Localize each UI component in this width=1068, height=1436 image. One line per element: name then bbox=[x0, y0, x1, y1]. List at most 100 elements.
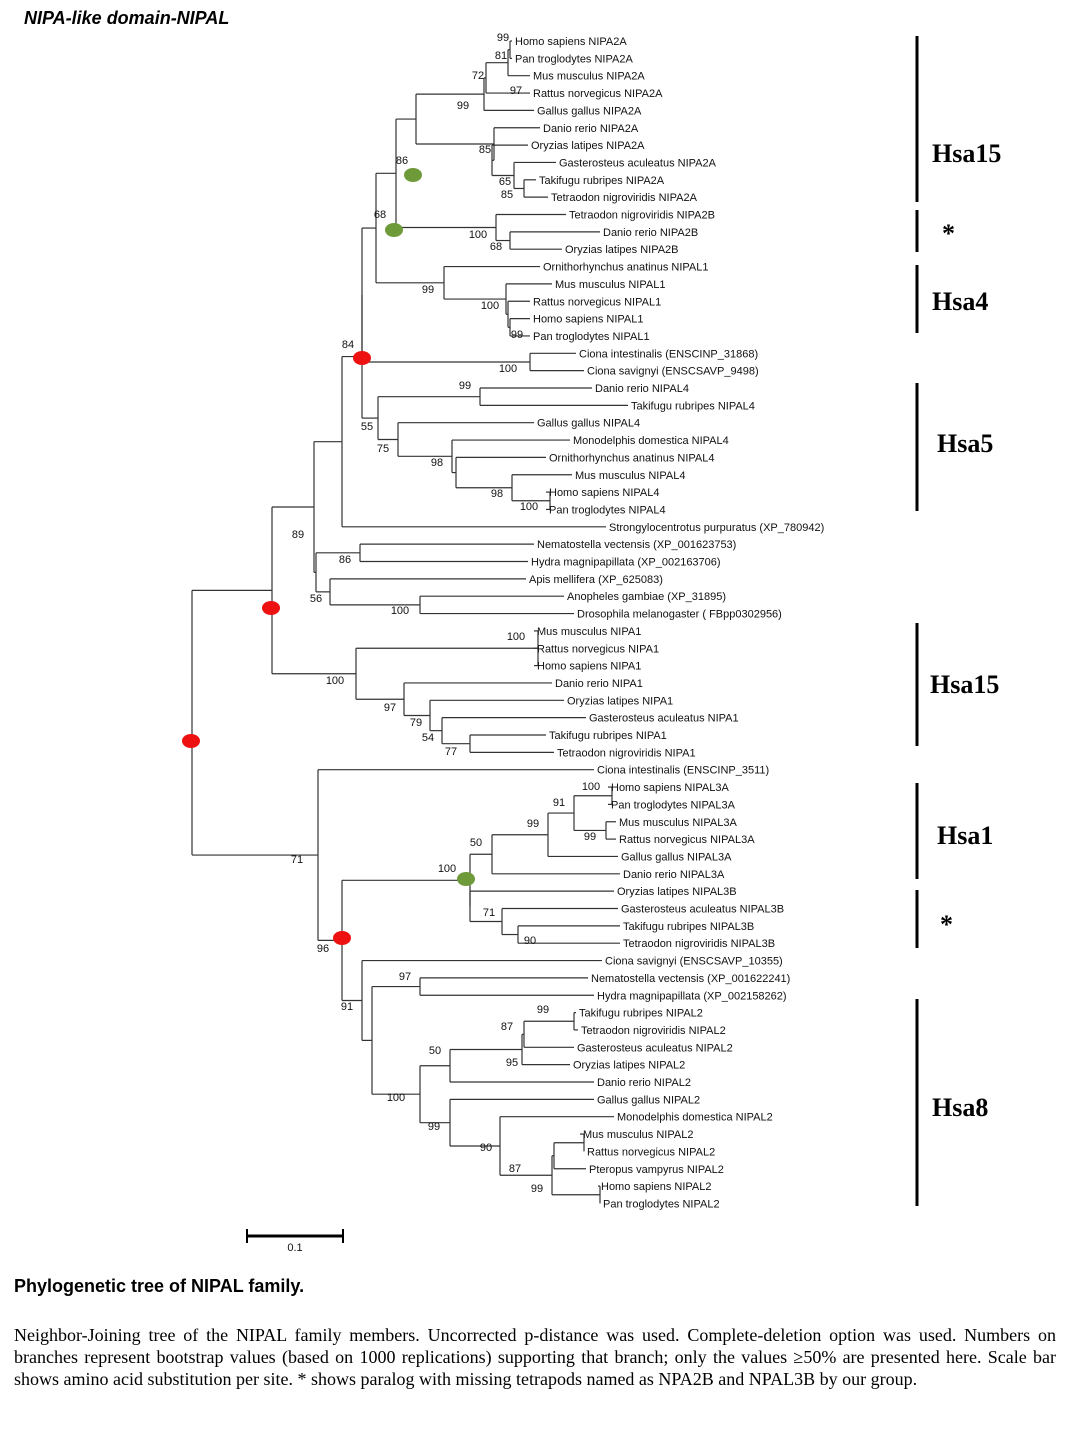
bootstrap-value: 100 bbox=[481, 300, 499, 312]
leaf-label: Nematostella vectensis (XP_001623753) bbox=[537, 539, 736, 551]
leaf-label: Pan troglodytes NIPAL3A bbox=[611, 799, 736, 811]
leaf-label: Tetraodon nigroviridis NIPA1 bbox=[557, 747, 696, 759]
bootstrap-value: 55 bbox=[361, 421, 373, 433]
bootstrap-value: 100 bbox=[469, 229, 487, 241]
bootstrap-value: 98 bbox=[491, 488, 503, 500]
bootstrap-value: 65 bbox=[499, 176, 511, 188]
bootstrap-value: 99 bbox=[584, 831, 596, 843]
bootstrap-value: 99 bbox=[497, 32, 509, 44]
bootstrap-value: 77 bbox=[445, 746, 457, 758]
phylogenetic-tree: Homo sapiens NIPA2A Pan troglodytes NIPA2… bbox=[182, 32, 1001, 1254]
bootstrap-value: 84 bbox=[342, 339, 354, 351]
node-markers bbox=[182, 168, 475, 945]
leaf-label: Pan troglodytes NIPAL1 bbox=[533, 331, 650, 343]
red-node-marker bbox=[333, 931, 351, 945]
leaf-label: Tetraodon nigroviridis NIPA2A bbox=[551, 192, 698, 204]
bootstrap-value: 56 bbox=[310, 593, 322, 605]
bootstrap-value: 68 bbox=[374, 209, 386, 221]
leaf-label: Tetraodon nigroviridis NIPA2B bbox=[569, 210, 715, 222]
group-label: * bbox=[942, 219, 955, 248]
leaf-label: Oryzias latipes NIPA2A bbox=[531, 140, 645, 152]
leaf-label: Rattus norvegicus NIPA2A bbox=[533, 88, 663, 100]
bootstrap-value: 75 bbox=[377, 443, 389, 455]
leaf-label: Homo sapiens NIPAL3A bbox=[611, 782, 729, 794]
leaf-label: Gallus gallus NIPA2A bbox=[537, 105, 642, 117]
group-label: Hsa5 bbox=[937, 429, 993, 458]
leaf-label: Hydra magnipapillata (XP_002158262) bbox=[597, 990, 787, 1002]
bootstrap-value: 86 bbox=[339, 554, 351, 566]
leaf-label: Monodelphis domestica NIPAL2 bbox=[617, 1112, 773, 1124]
leaf-label: Oryzias latipes NIPAL3B bbox=[617, 886, 737, 898]
bootstrap-value: 100 bbox=[499, 363, 517, 375]
leaf-label: Pan troglodytes NIPAL4 bbox=[549, 504, 666, 516]
bootstrap-value: 99 bbox=[457, 100, 469, 112]
leaf-label: Pan troglodytes NIPA2A bbox=[515, 53, 633, 65]
figure-title: NIPA-like domain-NIPAL bbox=[24, 8, 230, 28]
leaf-label: Ciona savignyi (ENSCSAVP_9498) bbox=[587, 366, 759, 378]
bootstrap-value: 99 bbox=[531, 1183, 543, 1195]
bootstrap-value: 97 bbox=[384, 702, 396, 714]
leaf-label: Danio rerio NIPA2A bbox=[543, 123, 639, 135]
leaf-label: Ornithorhynchus anatinus NIPAL1 bbox=[543, 262, 709, 274]
scale-bar: 0.1 bbox=[246, 1229, 344, 1254]
bootstrap-value: 100 bbox=[387, 1092, 405, 1104]
bootstrap-value: 50 bbox=[470, 837, 482, 849]
bootstrap-value: 100 bbox=[326, 675, 344, 687]
leaf-label: Takifugu rubripes NIPA2A bbox=[539, 175, 665, 187]
bootstrap-value: 54 bbox=[422, 732, 434, 744]
leaf-label: Rattus norvegicus NIPAL3A bbox=[619, 834, 755, 846]
bootstrap-value: 91 bbox=[341, 1001, 353, 1013]
leaf-label: Drosophila melanogaster ( FBpp0302956) bbox=[577, 609, 782, 621]
red-node-marker bbox=[353, 351, 371, 365]
leaf-label: Gasterosteus aculeatus NIPAL3B bbox=[621, 904, 784, 916]
green-node-marker bbox=[404, 168, 422, 182]
leaf-label: Takifugu rubripes NIPAL3B bbox=[623, 921, 754, 933]
bootstrap-value: 71 bbox=[291, 854, 303, 866]
bootstrap-value: 85 bbox=[479, 144, 491, 156]
leaf-label: Rattus norvegicus NIPAL2 bbox=[587, 1146, 715, 1158]
leaf-label: Gallus gallus NIPAL4 bbox=[537, 418, 640, 430]
bootstrap-value: 100 bbox=[582, 781, 600, 793]
leaf-label: Oryzias latipes NIPA1 bbox=[567, 695, 673, 707]
caption-text: Neighbor-Joining tree of the NIPAL famil… bbox=[14, 1325, 1056, 1389]
bootstrap-value: 100 bbox=[507, 631, 525, 643]
bootstrap-value: 71 bbox=[483, 907, 495, 919]
leaf-label: Hydra magnipapillata (XP_002163706) bbox=[531, 557, 721, 569]
tree-branches bbox=[191, 40, 628, 1204]
red-node-marker bbox=[262, 601, 280, 615]
leaf-label: Danio rerio NIPAL3A bbox=[623, 869, 725, 881]
leaf-label: Pteropus vampyrus NIPAL2 bbox=[589, 1164, 724, 1176]
bootstrap-value: 96 bbox=[317, 943, 329, 955]
bootstrap-value: 89 bbox=[292, 529, 304, 541]
bootstrap-value: 99 bbox=[422, 284, 434, 296]
leaf-label: Ornithorhynchus anatinus NIPAL4 bbox=[549, 452, 715, 464]
leaf-label: Mus musculus NIPAL2 bbox=[583, 1129, 693, 1141]
leaf-label: Takifugu rubripes NIPA1 bbox=[549, 730, 667, 742]
leaf-label: Takifugu rubripes NIPAL4 bbox=[631, 400, 755, 412]
bootstrap-value: 81 bbox=[495, 50, 507, 62]
leaf-label: Tetraodon nigroviridis NIPAL3B bbox=[623, 938, 775, 950]
leaf-label: Mus musculus NIPA1 bbox=[537, 626, 641, 638]
scale-bar-label: 0.1 bbox=[287, 1242, 302, 1254]
bootstrap-value: 98 bbox=[431, 457, 443, 469]
bootstrap-value: 97 bbox=[399, 971, 411, 983]
leaf-label: Ciona intestinalis (ENSCINP_31868) bbox=[579, 348, 758, 360]
bootstrap-value: 87 bbox=[501, 1021, 513, 1033]
bootstrap-value: 100 bbox=[438, 863, 456, 875]
leaf-label: Danio rerio NIPA2B bbox=[603, 227, 698, 239]
leaf-label: Danio rerio NIPA1 bbox=[555, 678, 643, 690]
leaf-label: Ciona intestinalis (ENSCINP_3511) bbox=[597, 765, 769, 777]
leaf-label: Gallus gallus NIPAL2 bbox=[597, 1094, 700, 1106]
leaf-label: Mus musculus NIPAL1 bbox=[555, 279, 665, 291]
leaf-label: Gasterosteus aculeatus NIPAL2 bbox=[577, 1042, 733, 1054]
leaf-label: Monodelphis domestica NIPAL4 bbox=[573, 435, 729, 447]
leaf-label: Mus musculus NIPAL3A bbox=[619, 817, 737, 829]
bootstrap-value: 97 bbox=[510, 85, 522, 97]
bootstrap-value: 95 bbox=[506, 1057, 518, 1069]
leaf-label: Ciona savignyi (ENSCSAVP_10355) bbox=[605, 956, 783, 968]
bootstrap-value: 68 bbox=[490, 241, 502, 253]
leaf-label: Anopheles gambiae (XP_31895) bbox=[567, 591, 726, 603]
bootstrap-value: 99 bbox=[511, 329, 523, 341]
group-label: Hsa8 bbox=[932, 1093, 988, 1122]
red-node-marker bbox=[182, 734, 200, 748]
